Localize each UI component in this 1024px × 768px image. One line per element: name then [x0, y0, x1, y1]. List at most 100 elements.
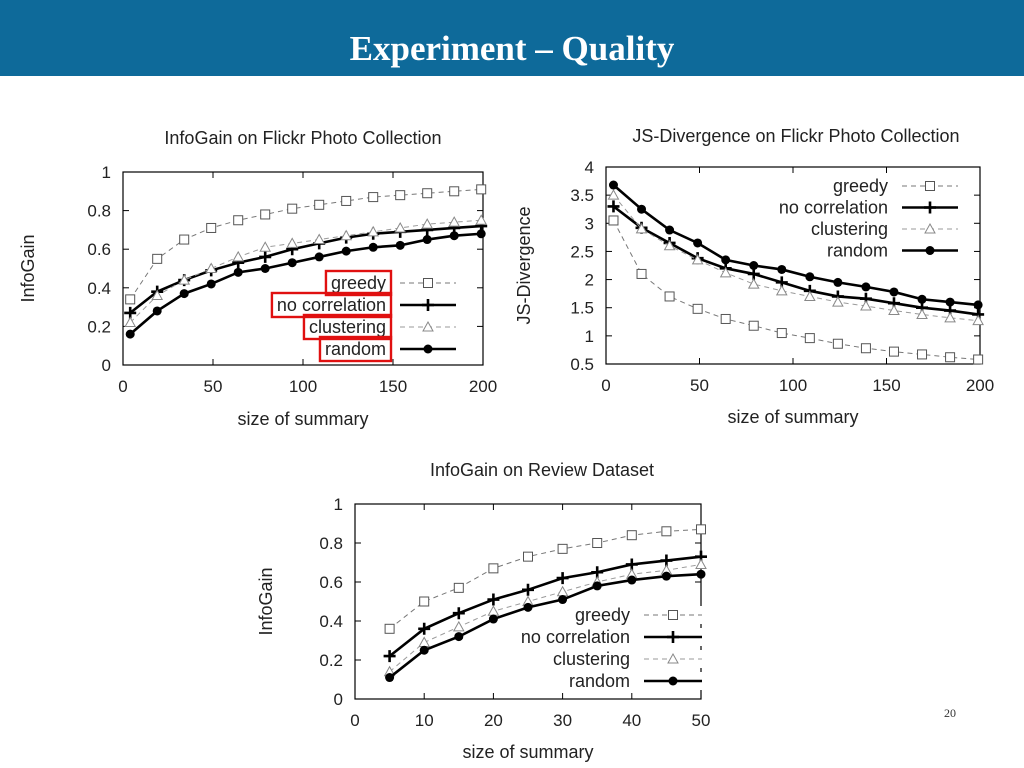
- x-tick-label: 50: [690, 376, 709, 395]
- data-point-clustering: [151, 289, 164, 301]
- chart-js-divergence-flickr: JS-Divergence on Flickr Photo Collection…: [514, 126, 994, 427]
- page-number: 20: [944, 706, 956, 720]
- x-tick-label: 150: [379, 377, 407, 396]
- data-point-clustering: [259, 241, 272, 252]
- data-point-clustering: [747, 278, 760, 289]
- series-line-greedy: [389, 528, 702, 630]
- y-tick-label: 0.5: [570, 355, 594, 374]
- data-point-random: [721, 255, 731, 265]
- data-point-clustering: [663, 239, 676, 251]
- y-tick-label: 1: [102, 163, 111, 182]
- legend-label-no-correlation: no correlation: [277, 295, 386, 315]
- data-point-greedy: [125, 294, 136, 305]
- legend-label-clustering: clustering: [811, 219, 888, 239]
- data-point-random: [973, 300, 983, 310]
- data-point-clustering: [775, 284, 788, 296]
- x-axis-label: size of summary: [462, 742, 593, 762]
- data-point-random: [661, 571, 671, 581]
- data-point-random: [861, 282, 871, 292]
- data-point-random: [260, 264, 270, 273]
- y-tick-label: 0: [102, 356, 111, 375]
- data-point-random: [696, 569, 706, 579]
- legend-label-no-correlation: no correlation: [779, 198, 888, 218]
- y-axis-label: JS-Divergence: [514, 206, 534, 324]
- x-tick-label: 20: [484, 711, 503, 730]
- data-point-random: [945, 297, 955, 307]
- x-tick-label: 200: [469, 377, 497, 396]
- legend-marker-random: [925, 246, 935, 255]
- data-point-greedy: [776, 328, 787, 339]
- legend-highlight-box: [318, 335, 393, 363]
- data-point-random: [523, 602, 533, 612]
- data-point-clustering: [367, 225, 380, 237]
- data-point-clustering: [418, 636, 431, 647]
- series-line-clustering: [389, 563, 702, 673]
- data-point-random: [637, 204, 647, 214]
- data-point-random: [287, 258, 297, 268]
- data-point-random: [749, 261, 759, 270]
- data-point-random: [419, 645, 429, 655]
- y-tick-label: 0.6: [319, 573, 343, 592]
- x-tick-label: 150: [872, 376, 900, 395]
- data-point-greedy: [945, 352, 956, 363]
- data-point-random: [341, 246, 351, 256]
- data-point-greedy: [523, 551, 533, 562]
- data-point-clustering: [421, 218, 434, 229]
- legend-marker-no-correlation: [924, 201, 936, 214]
- x-tick-label: 200: [966, 376, 994, 395]
- data-point-greedy: [973, 354, 984, 365]
- y-tick-label: 0.2: [319, 651, 343, 670]
- data-point-greedy: [661, 526, 672, 537]
- series-no-correlation: [383, 550, 707, 663]
- data-point-no-correlation: [383, 650, 396, 663]
- y-tick-label: 1: [334, 495, 343, 514]
- chart-title: InfoGain on Review Dataset: [430, 460, 654, 480]
- data-point-greedy: [260, 209, 271, 220]
- data-point-greedy: [832, 338, 843, 349]
- data-point-random: [608, 180, 618, 190]
- data-point-clustering: [313, 233, 326, 245]
- y-tick-label: 0.2: [87, 317, 111, 336]
- legend-label-clustering: clustering: [309, 317, 386, 337]
- data-point-random: [368, 242, 378, 252]
- y-tick-label: 1.5: [570, 299, 594, 318]
- data-point-clustering: [340, 229, 353, 241]
- data-point-random: [777, 264, 787, 274]
- legend-marker-clustering: [924, 222, 936, 234]
- series-line-clustering: [129, 219, 482, 323]
- series-greedy: [125, 184, 487, 305]
- x-tick-label: 50: [204, 377, 223, 396]
- legend-highlight-box: [302, 313, 393, 341]
- data-point-clustering: [232, 250, 245, 262]
- y-tick-label: 2.5: [570, 242, 594, 261]
- data-point-no-correlation: [607, 200, 620, 213]
- series-line-no-correlation: [388, 555, 702, 658]
- data-point-clustering: [972, 314, 984, 326]
- data-point-clustering: [888, 304, 900, 316]
- x-tick-label: 40: [622, 711, 641, 730]
- data-point-greedy: [152, 253, 163, 264]
- title-bar: [0, 0, 1024, 76]
- x-tick-label: 0: [601, 376, 610, 395]
- data-point-greedy: [917, 349, 928, 360]
- data-point-greedy: [696, 524, 706, 535]
- y-tick-label: 4: [585, 158, 594, 177]
- y-tick-label: 0.8: [87, 202, 111, 221]
- data-point-clustering: [394, 221, 407, 233]
- x-tick-label: 100: [779, 376, 807, 395]
- y-tick-label: 3.5: [570, 186, 594, 205]
- data-point-clustering: [916, 308, 928, 319]
- data-point-clustering: [607, 189, 620, 200]
- legend-marker-clustering: [422, 320, 434, 332]
- data-point-greedy: [233, 215, 244, 226]
- data-point-random: [833, 277, 843, 287]
- data-point-clustering: [719, 266, 732, 278]
- data-point-random: [805, 272, 815, 282]
- data-point-clustering: [695, 558, 707, 569]
- x-tick-label: 10: [415, 711, 434, 730]
- y-tick-label: 0.6: [87, 240, 111, 259]
- series-greedy: [384, 524, 706, 634]
- y-axis-label: InfoGain: [18, 234, 38, 302]
